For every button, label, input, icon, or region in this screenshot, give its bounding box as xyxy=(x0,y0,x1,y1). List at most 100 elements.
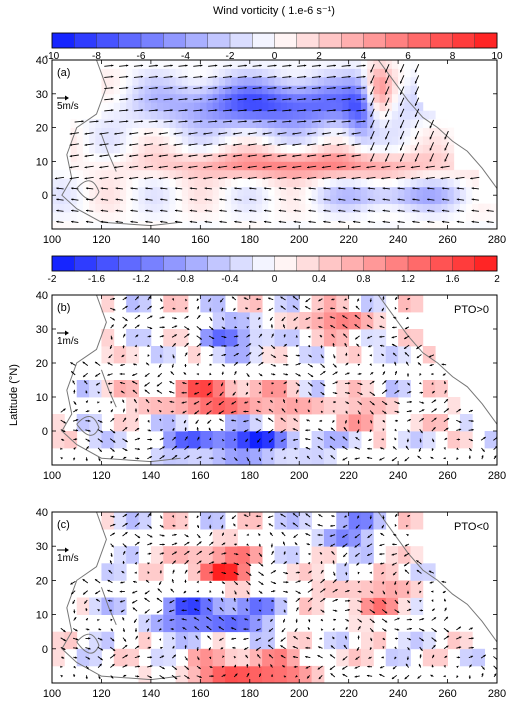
heatmap-cell xyxy=(243,203,251,213)
heatmap-cell xyxy=(225,93,232,103)
heatmap-cell xyxy=(52,431,65,449)
wind-vector-head xyxy=(221,665,225,668)
heatmap-cell xyxy=(194,76,201,86)
wind-vector-head xyxy=(211,345,215,348)
heatmap-cell xyxy=(169,169,177,179)
heatmap-cell xyxy=(169,144,177,154)
heatmap-cell xyxy=(225,597,238,615)
wind-vector-head xyxy=(317,524,320,527)
heatmap-cell xyxy=(187,178,195,188)
heatmap-cell xyxy=(342,85,350,95)
heatmap-cell xyxy=(342,220,350,229)
heatmap-cell xyxy=(323,144,331,154)
heatmap-cell xyxy=(441,220,448,229)
wind-vector-head xyxy=(323,588,326,591)
heatmap-cell xyxy=(361,152,368,162)
wind-vector-head xyxy=(333,64,336,67)
wind-vector-head xyxy=(309,607,312,610)
wind-vector-head xyxy=(221,371,224,374)
heatmap-cell xyxy=(373,580,387,598)
heatmap-cell xyxy=(132,212,139,221)
heatmap-cell xyxy=(262,144,269,154)
heatmap-cell xyxy=(422,414,436,432)
heatmap-cell xyxy=(323,76,331,86)
wind-vector-head xyxy=(456,447,459,450)
heatmap-cell xyxy=(398,329,411,347)
wind-vector-head xyxy=(351,132,354,135)
wind-vector-head xyxy=(305,646,308,650)
wind-vector-head xyxy=(394,592,398,595)
heatmap-cell xyxy=(218,152,226,162)
heatmap-cell xyxy=(150,397,164,415)
wind-vector-head xyxy=(410,177,414,180)
heatmap-cell xyxy=(181,220,189,229)
heatmap-cell xyxy=(163,136,170,145)
wind-vector-head xyxy=(400,136,403,140)
heatmap-cell xyxy=(138,563,152,581)
wind-vector-head xyxy=(256,409,259,412)
heatmap-cell xyxy=(212,563,226,581)
heatmap-cell xyxy=(422,631,436,650)
wind-vector-head xyxy=(170,64,173,67)
heatmap-cell xyxy=(391,60,399,69)
wind-vector-head xyxy=(332,410,335,413)
heatmap-cell xyxy=(200,597,214,615)
heatmap-cell xyxy=(373,161,380,171)
wind-vector-head xyxy=(336,166,339,169)
wind-vector-head xyxy=(174,220,178,223)
wind-vector-head xyxy=(405,308,409,311)
heatmap-cell xyxy=(237,546,251,564)
heatmap-cell xyxy=(212,448,226,465)
heatmap-cell xyxy=(76,178,84,188)
heatmap-cell xyxy=(249,178,257,188)
heatmap-cell xyxy=(157,152,164,162)
wind-vector-head xyxy=(232,646,235,650)
wind-vector-head xyxy=(391,553,394,556)
heatmap-cell xyxy=(212,212,220,221)
heatmap-cell xyxy=(416,127,424,137)
wind-vector-head xyxy=(158,166,161,169)
wind-vector-head xyxy=(95,374,98,377)
wind-vector-head xyxy=(278,198,282,201)
wind-vector-head xyxy=(86,666,89,670)
heatmap-cell xyxy=(200,178,207,188)
heatmap-cell xyxy=(206,136,214,145)
heatmap-cell xyxy=(89,161,96,171)
heatmap-cell xyxy=(379,85,387,95)
heatmap-cell xyxy=(144,220,152,229)
wind-vector-head xyxy=(455,177,458,180)
wind-vector-head xyxy=(433,399,437,402)
wind-vector-head xyxy=(115,209,118,212)
heatmap-cell xyxy=(404,152,411,162)
wind-vector-head xyxy=(257,400,260,404)
heatmap-cell xyxy=(187,60,195,69)
heatmap-cell xyxy=(237,203,244,213)
colorbar-tick-label: -2 xyxy=(226,51,235,62)
wind-vector-head xyxy=(443,665,446,668)
wind-vector-head xyxy=(145,187,148,190)
wind-vector-head xyxy=(181,401,184,404)
heatmap-cell xyxy=(293,212,300,221)
wind-vector-head xyxy=(397,187,400,190)
wind-vector-head xyxy=(420,609,424,612)
heatmap-cell xyxy=(225,161,232,171)
heatmap-cell xyxy=(212,127,220,137)
heatmap-cell xyxy=(126,546,139,564)
wind-vector-head xyxy=(348,86,351,90)
heatmap-cell xyxy=(225,212,232,221)
heatmap-cell xyxy=(348,178,356,188)
wind-vector-head xyxy=(366,324,370,327)
heatmap-cell xyxy=(113,186,121,196)
heatmap-cell xyxy=(361,186,368,196)
colorbar-segment xyxy=(252,255,275,272)
heatmap-cell xyxy=(231,76,238,86)
heatmap-cell xyxy=(459,203,467,213)
wind-vector-head xyxy=(308,209,311,212)
heatmap-cell xyxy=(435,178,442,188)
heatmap-cell xyxy=(187,648,201,667)
wind-vector-head xyxy=(405,445,409,449)
wind-vector-head xyxy=(189,209,193,212)
heatmap-cell xyxy=(70,212,78,221)
heatmap-cell xyxy=(212,631,226,650)
wind-vector-head xyxy=(188,154,191,158)
